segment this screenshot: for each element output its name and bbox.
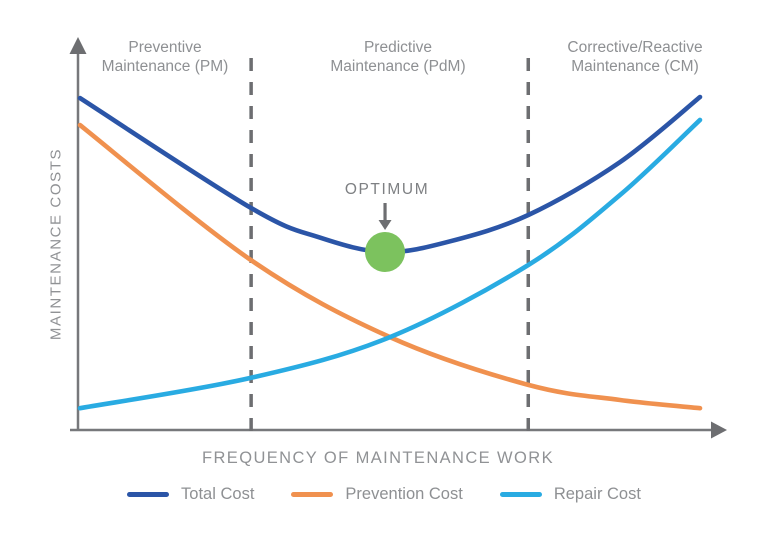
legend-label-total-cost: Total Cost [181, 485, 255, 503]
repair-cost-curve [77, 117, 703, 411]
region-label-pdm-line1: Predictive [363, 39, 433, 56]
cost-curves [77, 94, 703, 411]
optimum-label: OPTIMUM [344, 181, 430, 198]
optimum-arrow-icon [365, 203, 406, 273]
x-axis-arrow-icon [711, 421, 727, 439]
region-label-cm-line1: Corrective/Reactive [567, 39, 703, 56]
repair-cost-line-icon [499, 492, 542, 497]
region-label-pm-line2: Maintenance (PM) [101, 57, 229, 75]
legend-label-prevention-cost: Prevention Cost [345, 485, 463, 503]
region-label-pdm: Predictive Maintenance (PdM) [283, 39, 513, 76]
legend-label-repair-cost: Repair Cost [553, 485, 641, 503]
y-axis-arrow-icon [69, 37, 87, 54]
legend-item-prevention-cost: Prevention Cost [291, 485, 463, 504]
legend-item-total-cost: Total Cost [127, 485, 254, 504]
total-cost-curve [77, 94, 703, 255]
optimum-marker [365, 232, 406, 273]
legend-item-repair-cost: Repair Cost [499, 485, 641, 504]
region-label-cm-line2: Maintenance (CM) [571, 57, 699, 75]
optimum-arrow-tip [378, 220, 392, 230]
legend: Total Cost Prevention Cost Repair Cost [0, 485, 768, 504]
prevention-cost-line-icon [291, 492, 334, 497]
y-axis-label: MAINTENANCE COSTS [47, 147, 65, 341]
prevention-cost-curve [77, 122, 703, 411]
region-label-cm: Corrective/Reactive Maintenance (CM) [520, 39, 750, 76]
axes [69, 37, 727, 439]
region-label-pm: Preventive Maintenance (PM) [50, 39, 280, 76]
region-label-pm-line1: Preventive [128, 39, 202, 56]
total-cost-line-icon [127, 492, 170, 497]
region-label-pdm-line2: Maintenance (PdM) [330, 57, 466, 75]
x-axis-label: FREQUENCY OF MAINTENANCE WORK [202, 449, 554, 467]
